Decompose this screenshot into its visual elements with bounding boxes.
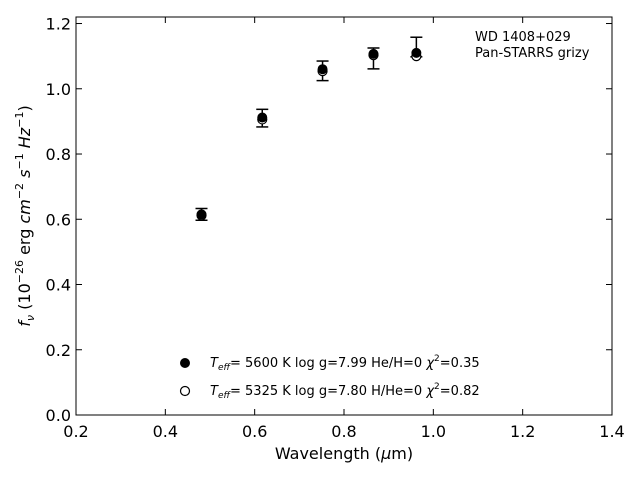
model-point-filled: [257, 112, 268, 123]
x-tick-label: 1.0: [421, 422, 446, 441]
data-points: [196, 47, 422, 221]
model-point-filled: [196, 209, 207, 220]
model-point-filled: [411, 47, 422, 58]
annotation-line-1: WD 1408+029: [475, 30, 571, 45]
legend-marker-filled: [180, 358, 190, 368]
y-axis-label: fν (10−26 erg cm−2 s−1 Hz−1): [13, 105, 37, 326]
legend-entry-1: Teff= 5600 K log g=7.99 He/H=0 χ2=0.35: [210, 354, 480, 373]
y-tick-label: 0.6: [46, 210, 71, 229]
x-axis-label: Wavelength (μm): [275, 444, 413, 463]
x-tick-label: 0.2: [63, 422, 88, 441]
y-tick-label: 0.0: [46, 406, 71, 425]
x-tick-label: 1.2: [510, 422, 535, 441]
model-point-filled: [317, 64, 328, 75]
legend-entry-2: Teff= 5325 K log g=7.80 H/He=0 χ2=0.82: [210, 382, 480, 401]
x-tick-label: 0.8: [331, 422, 356, 441]
x-tick-label: 0.6: [242, 422, 267, 441]
x-tick-label: 0.4: [153, 422, 178, 441]
legend: Teff= 5600 K log g=7.99 He/H=0 χ2=0.35 T…: [179, 354, 480, 401]
y-tick-label: 0.2: [46, 341, 71, 360]
y-tick-label: 1.0: [46, 80, 71, 99]
error-bars: [195, 36, 423, 221]
model-point-filled: [368, 48, 379, 59]
ticks: 0.2 0.4 0.6 0.8 1.0 1.2 1.40.00.20.40.60.81.01…: [46, 15, 625, 441]
y-tick-label: 0.4: [46, 276, 71, 295]
y-tick-label: 0.8: [46, 145, 71, 164]
y-tick-label: 1.2: [46, 15, 71, 34]
annotation-line-2: Pan-STARRS grizy: [475, 46, 590, 61]
x-tick-label: 1.4: [599, 422, 624, 441]
legend-marker-open: [179, 385, 191, 397]
